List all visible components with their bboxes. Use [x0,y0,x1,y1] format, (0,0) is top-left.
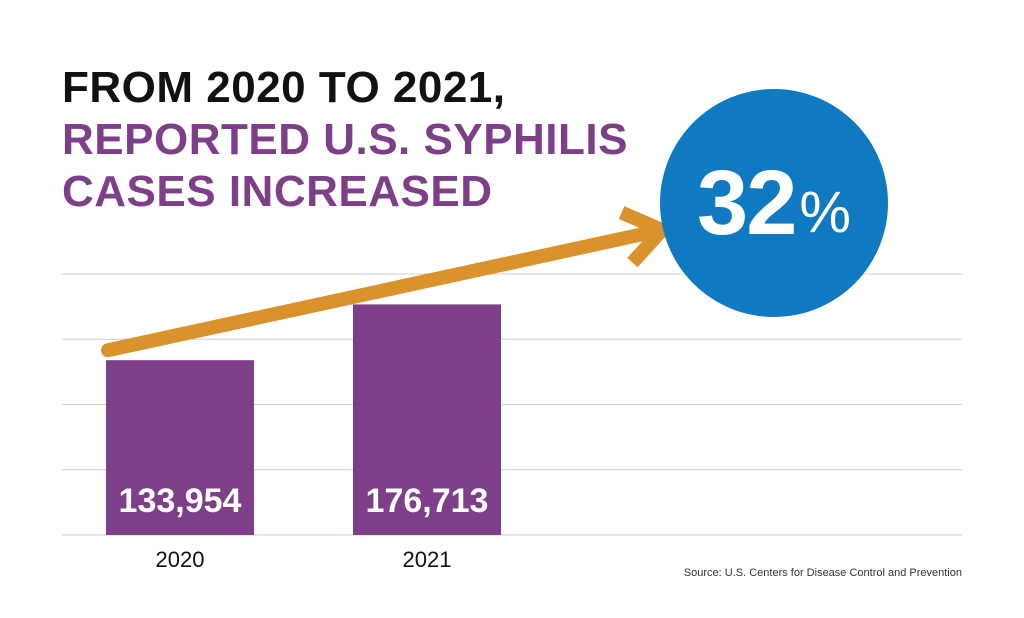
source-note: Source: U.S. Centers for Disease Control… [683,567,962,579]
x-tick-2021: 2021 [403,547,452,572]
trend-arrow-head [618,206,674,268]
headline-line-2: REPORTED U.S. SYPHILIS [62,115,628,164]
headline: FROM 2020 TO 2021, REPORTED U.S. SYPHILI… [62,62,628,218]
data-label-2021: 176,713 [366,482,489,520]
headline-line-1: FROM 2020 TO 2021, [62,63,506,112]
bar-2021 [353,304,501,535]
badge-circle [660,89,888,317]
bar-2020 [106,360,254,535]
headline-line-3: CASES INCREASED [62,167,493,216]
data-label-2020: 133,954 [119,482,242,520]
x-tick-2020: 2020 [156,547,205,572]
trend-arrow-shaft [101,224,664,358]
